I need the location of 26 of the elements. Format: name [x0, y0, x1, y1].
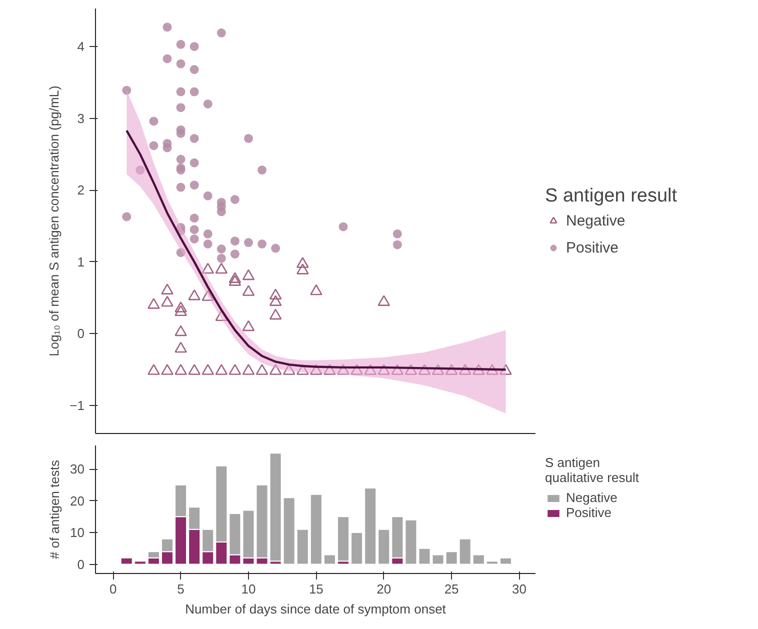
legend-label: Positive — [566, 505, 613, 520]
legend-label: Negative — [566, 490, 618, 505]
y-axis-title: Log₁₀ of mean S antigen concentration (pg/mL) — [46, 86, 62, 356]
y-axis-title: # of antigen tests — [47, 459, 62, 560]
y-tick-label: 1 — [77, 254, 85, 270]
y-tick-label: 10 — [70, 525, 85, 540]
y-tick-label: −1 — [70, 398, 85, 413]
x-tick-label: 10 — [241, 582, 256, 596]
x-tick-label: 20 — [376, 582, 392, 596]
x-tick-label: 25 — [444, 582, 459, 596]
x-axis-title: Number of days since date of symptom onset — [185, 602, 446, 616]
x-tick-label: 0 — [109, 582, 117, 596]
legend-label: Positive — [566, 239, 620, 256]
y-tick-label: 4 — [77, 39, 85, 54]
y-tick-label: 0 — [77, 556, 85, 572]
y-tick-label: 20 — [70, 493, 85, 508]
x-tick-label: 5 — [177, 582, 184, 596]
x-tick-label: 30 — [512, 582, 526, 596]
legend-title: S antigen result — [545, 185, 678, 207]
y-tick-label: 30 — [70, 462, 85, 477]
y-tick-label: 0 — [77, 326, 85, 342]
y-tick-label: 2 — [77, 182, 85, 198]
legend-title: S antigen qualitative result — [545, 455, 639, 485]
y-tick-label: 3 — [77, 110, 85, 126]
legend-label: Negative — [566, 212, 626, 229]
x-tick-label: 15 — [308, 582, 324, 596]
